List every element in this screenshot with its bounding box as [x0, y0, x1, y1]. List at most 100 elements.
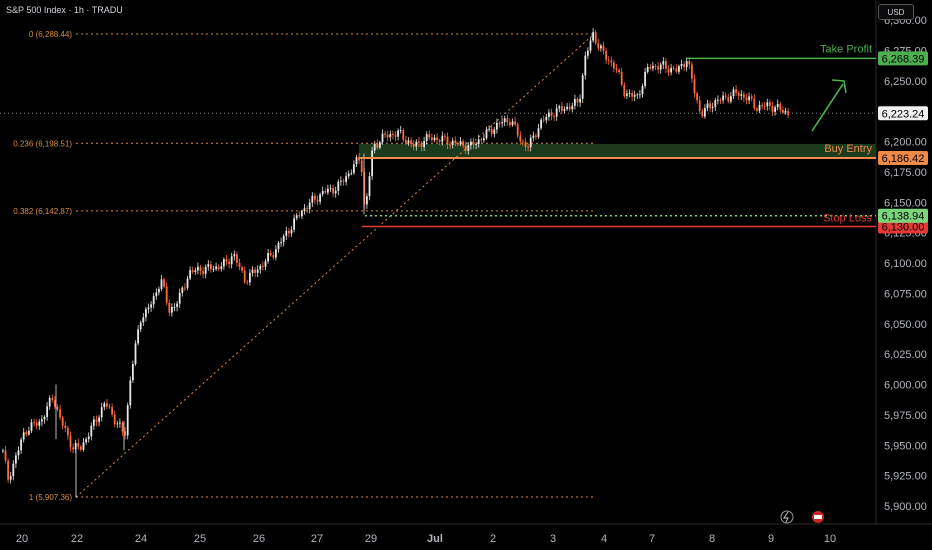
x-tick-label: 24 [135, 533, 147, 545]
candle-body [415, 141, 418, 147]
candle-body [670, 67, 672, 73]
candle-body [316, 199, 319, 202]
candle-body [194, 270, 197, 272]
candle-body [410, 140, 412, 144]
candle-body [732, 89, 735, 97]
candle-body [412, 143, 415, 147]
candle-body [353, 164, 355, 173]
candle-body [524, 141, 527, 147]
candle-body [56, 406, 59, 410]
candle-body [454, 140, 457, 144]
candle-body [701, 111, 704, 117]
candle-body [173, 306, 176, 308]
y-tick-label: 6,025.00 [884, 349, 927, 361]
candle-body [48, 398, 51, 407]
candle-body [675, 68, 678, 72]
x-tick-label: 8 [709, 533, 715, 545]
candle-body [667, 68, 670, 73]
candle-body [488, 128, 490, 130]
candle-body [277, 243, 280, 250]
zone-price-tag-label: 6,138.94 [882, 211, 925, 223]
price-axis-panel [876, 0, 932, 550]
candle-body [704, 108, 706, 117]
candle-body [134, 343, 137, 365]
candle-body [581, 75, 584, 99]
candle-body [774, 107, 776, 112]
candle-body [529, 137, 532, 148]
candle-body [337, 181, 340, 191]
candle-body [111, 407, 113, 415]
candle-body [719, 99, 722, 101]
candle-body [98, 417, 100, 422]
candle-body [579, 98, 581, 103]
candle-body [197, 266, 199, 271]
candle-body [350, 172, 353, 174]
candle-body [506, 118, 509, 123]
candle-body [636, 94, 639, 96]
candle-body [532, 135, 535, 138]
candle-body [280, 242, 282, 244]
candle-body [181, 287, 184, 293]
candle-body [633, 94, 636, 97]
candle-body [399, 130, 402, 131]
x-tick-label: 25 [194, 533, 206, 545]
candle-body [238, 262, 241, 268]
candle-body [22, 432, 25, 440]
candle-body [545, 116, 548, 121]
candle-body [360, 160, 363, 173]
candle-body [436, 137, 438, 141]
candle-body [420, 142, 423, 148]
y-tick-label: 6,250.00 [884, 76, 927, 88]
candle-body [776, 103, 779, 108]
candle-body [160, 279, 163, 289]
candle-body [537, 128, 540, 137]
candle-body [464, 145, 467, 151]
candle-body [15, 455, 17, 464]
x-tick-label: 27 [311, 533, 323, 545]
candle-body [568, 106, 571, 110]
candle-body [308, 202, 311, 210]
y-tick-label: 6,150.00 [884, 197, 927, 209]
candle-body [28, 430, 30, 435]
candle-body [558, 106, 561, 109]
candle-body [727, 96, 730, 102]
candle-body [264, 261, 267, 267]
candle-body [672, 67, 675, 69]
candle-body [574, 98, 576, 106]
candle-body [470, 141, 472, 146]
candle-body [176, 303, 178, 307]
candle-body [103, 403, 106, 408]
candle-body [147, 307, 150, 310]
candle-body [771, 105, 774, 112]
candle-body [503, 118, 506, 123]
candle-body [256, 269, 259, 273]
candle-body [386, 134, 389, 138]
candle-body [652, 66, 654, 69]
flag-icon [812, 511, 824, 523]
candle-body [698, 100, 701, 112]
currency-button[interactable]: USD [878, 4, 914, 20]
candle-body [654, 66, 657, 67]
buy-entry-label: Buy Entry [824, 143, 872, 155]
candle-body [249, 272, 251, 283]
current-price-tag [878, 106, 928, 121]
candle-body [85, 439, 87, 443]
candle-body [631, 93, 633, 97]
candle-body [472, 141, 475, 145]
candle-body [540, 119, 542, 129]
candle-body [59, 409, 61, 418]
x-tick-label: 22 [71, 533, 83, 545]
candle-body [714, 100, 717, 107]
candle-body [444, 135, 446, 137]
y-tick-label: 6,100.00 [884, 258, 927, 270]
symbol-title: S&P 500 Index · 1h · TRADU [6, 5, 123, 15]
candle-body [259, 265, 262, 270]
x-tick-label: 9 [768, 533, 774, 545]
candle-body [737, 92, 740, 96]
y-tick-label: 5,975.00 [884, 410, 927, 422]
candle-body [77, 442, 80, 447]
candle-body [165, 286, 168, 303]
take-profit-tag-label: 6,268.39 [882, 53, 925, 65]
